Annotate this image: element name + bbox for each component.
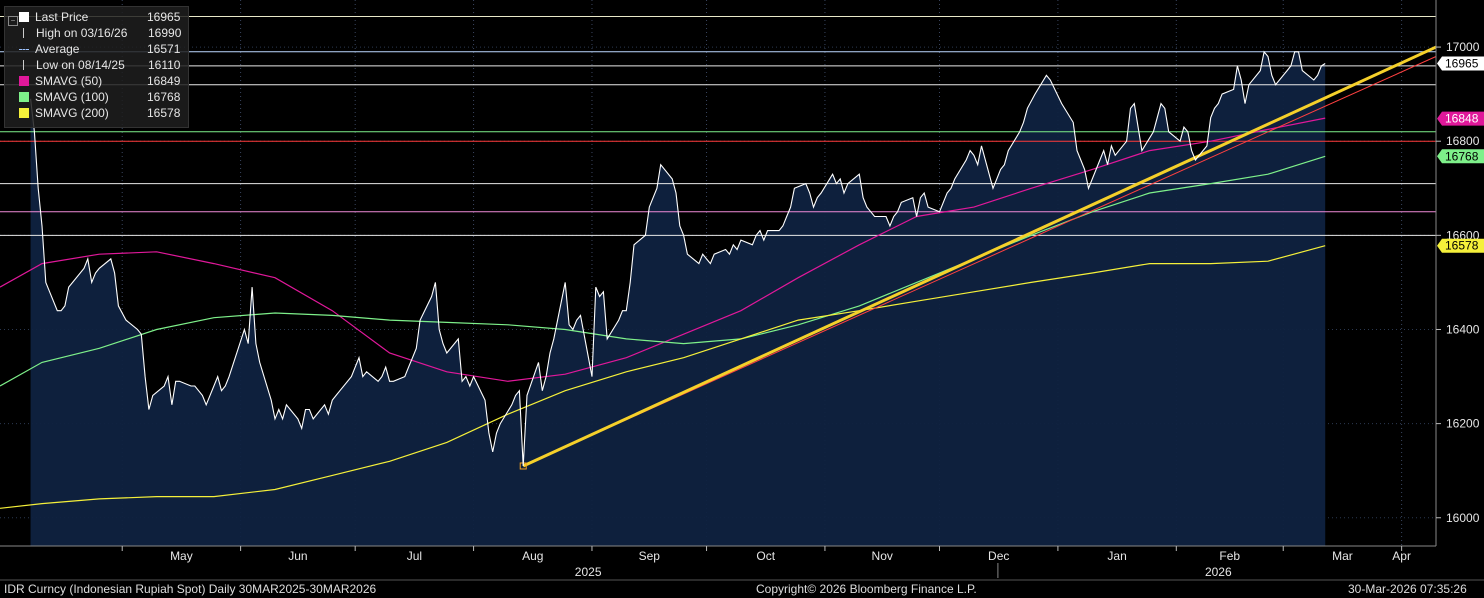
footer-ticker-description: IDR Curncy (Indonesian Rupiah Spot) Dail… (4, 582, 377, 596)
price-line (30, 50, 1326, 467)
legend-label: Low on 08/14/25 (36, 58, 125, 72)
x-tick-label: Feb (1219, 549, 1240, 563)
legend-label: SMAVG (200) (35, 106, 109, 120)
footer-copyright: Copyright© 2026 Bloomberg Finance L.P. (756, 582, 977, 596)
legend-value: 16965 (147, 10, 181, 24)
legend-item[interactable]: High on 03/16/26 16990 (19, 25, 188, 41)
x-year-label: 2025 (575, 565, 602, 579)
legend-label: SMAVG (50) (35, 74, 103, 88)
moving-average-line (0, 155, 1326, 387)
price-area-fill (30, 51, 1326, 547)
legend-item[interactable]: SMAVG (50) 16849 (19, 73, 187, 89)
x-axis-background (0, 546, 1484, 598)
y-tick-label: 16200 (1446, 417, 1480, 431)
x-tick-label: Aug (522, 549, 543, 563)
price-tag-badge (1437, 56, 1484, 71)
price-tag-label: 16965 (1445, 57, 1479, 71)
x-tick-label: Nov (872, 549, 893, 563)
y-axis-background (1436, 0, 1484, 546)
legend-value: 16571 (147, 42, 181, 56)
legend-item[interactable]: Average 16571 (19, 41, 187, 57)
legend-panel: − Last Price 16965 High on 03/16/26 16990 Av… (4, 6, 189, 128)
plot-area (0, 0, 1437, 547)
moving-average-line (0, 117, 1326, 382)
price-tag-label: 16768 (1445, 149, 1479, 163)
legend-swatch-icon (19, 12, 29, 22)
x-tick-label: Dec (988, 549, 1009, 563)
x-tick-label: Jan (1107, 549, 1126, 563)
legend-label: High on 03/16/26 (36, 26, 128, 40)
y-axis: 1600016200164001660016800170001696516848… (1435, 0, 1484, 546)
y-tick-label: 16800 (1446, 134, 1480, 148)
legend-swatch-icon (23, 60, 28, 70)
legend-item[interactable]: Low on 08/14/25 16110 (19, 57, 188, 73)
price-tag-label: 16578 (1445, 239, 1479, 253)
y-tick-label: 16400 (1446, 322, 1480, 336)
moving-average-line (0, 245, 1326, 509)
legend-swatch-icon (19, 76, 29, 86)
x-tick-label: Jul (407, 549, 422, 563)
y-tick-label: 17000 (1446, 40, 1480, 54)
legend-value: 16849 (147, 74, 181, 88)
price-tag-badge (1437, 238, 1484, 253)
legend-swatch-icon (19, 108, 29, 118)
price-tag-badge (1437, 111, 1484, 126)
x-year-label: 2026 (1205, 565, 1232, 579)
legend-item[interactable]: SMAVG (100) 16768 (19, 89, 187, 105)
legend-swatch-icon (19, 48, 29, 50)
x-tick-label: Apr (1392, 549, 1411, 563)
x-tick-label: Sep (639, 549, 661, 563)
legend-swatch-icon (23, 28, 28, 38)
x-tick-label: Oct (756, 549, 775, 563)
footer-timestamp: 30-Mar-2026 07:35:26 (1348, 582, 1467, 596)
x-axis: May Jun Jul Aug Sep Oct Nov Dec Jan Feb Mar Apr 2025… (0, 545, 1484, 598)
y-tick-label: 16000 (1446, 511, 1480, 525)
legend-label: Last Price (35, 10, 89, 24)
legend-item[interactable]: Last Price 16965 (19, 9, 187, 25)
collapse-legend-icon[interactable]: − (8, 16, 18, 26)
x-tick-label: Jun (288, 549, 307, 563)
legend-item[interactable]: SMAVG (200) 16578 (19, 105, 187, 121)
price-tag-label: 16848 (1445, 112, 1479, 126)
price-tag-badge (1437, 149, 1484, 164)
trendline-primary (522, 45, 1437, 468)
legend-label: SMAVG (100) (35, 90, 109, 104)
legend-value: 16990 (148, 26, 182, 40)
legend-swatch-icon (19, 92, 29, 102)
x-tick-label: May (170, 549, 193, 563)
legend-label: Average (35, 42, 80, 56)
legend-value: 16768 (147, 90, 181, 104)
legend-value: 16578 (147, 106, 181, 120)
legend-value: 16110 (148, 58, 181, 72)
x-tick-label: Mar (1332, 549, 1353, 563)
